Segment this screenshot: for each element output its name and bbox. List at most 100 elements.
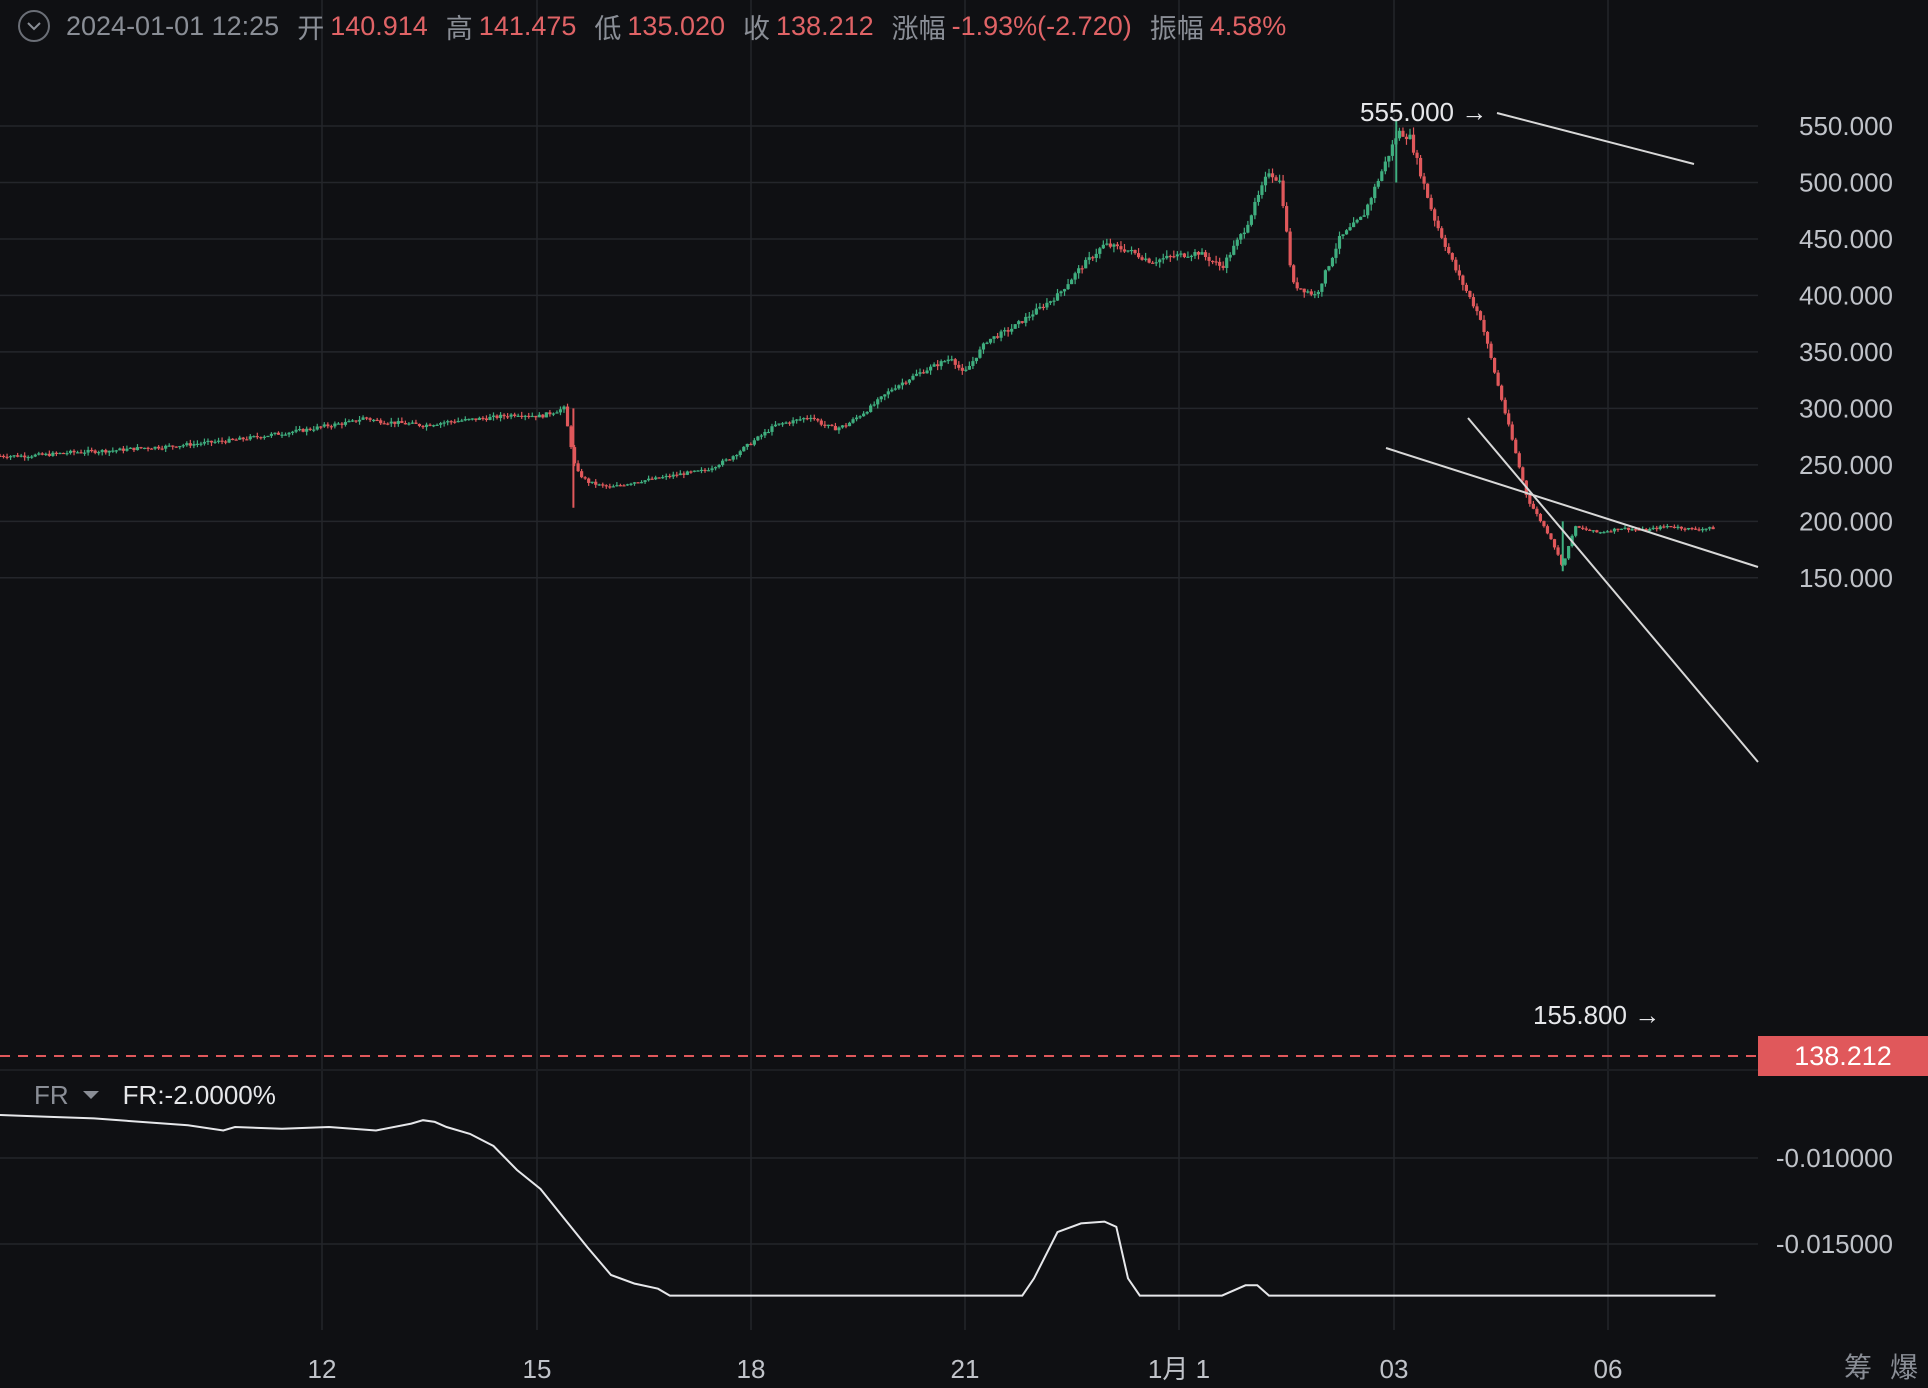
change-value: -1.93%(-2.720) [951,10,1132,41]
candle-body [1521,467,1525,481]
trend-line[interactable] [1385,447,1759,568]
candle-body [1080,268,1084,270]
candle-body [424,424,429,428]
candle-body [266,435,270,438]
candle-body [569,426,573,448]
candle-body [93,450,97,453]
candle-body [1672,526,1676,528]
candle-body [382,423,386,425]
candle-body [336,423,340,425]
open-value: 140.914 [330,10,428,41]
candle-body [1538,513,1543,522]
candle-body [1055,293,1060,301]
candle-body [1221,265,1225,269]
candle-body [654,477,658,480]
candle-body [759,435,763,437]
candle-body [1302,288,1306,293]
candle-body [957,364,961,368]
candle-body [319,426,323,428]
candle-body [1352,222,1356,228]
candle-body [1024,316,1028,323]
candle-body [1200,252,1204,255]
candle-body [157,446,161,449]
candle-body [671,474,675,477]
candle-body [1013,324,1017,329]
collapse-chevron-icon[interactable] [18,10,50,42]
candle-body [301,428,305,432]
candle-body [1443,237,1447,247]
candle-body [188,443,192,446]
candle-body [1602,532,1606,534]
fr-indicator-name[interactable]: FR [34,1079,69,1110]
candle-body [97,452,101,454]
candle-body [298,428,302,431]
candle-body [1084,259,1088,269]
dropdown-caret-icon[interactable] [82,1091,99,1099]
candle-body [1052,300,1056,302]
candle-body [1612,528,1617,532]
low-label: 低 [594,13,622,44]
candle-body [178,446,182,448]
price-tick-label: 350.000 [1799,337,1893,367]
candle-body [111,450,115,452]
candle-body [231,438,235,440]
candle-body [890,389,894,392]
candle-body [689,471,693,473]
candle-body [1493,357,1497,373]
candle-body [456,420,460,423]
candle-body [368,418,372,420]
candle-body [410,422,415,424]
candle-body [1094,253,1098,258]
candle-body [1126,250,1130,252]
candle-body [460,420,464,422]
candle-body [329,426,333,428]
candle-body [305,428,309,432]
candle-body [463,419,467,421]
close-label: 收 [743,13,771,44]
candle-body [1496,372,1500,386]
candle-body [1598,532,1602,534]
candle-body [350,420,355,422]
candle-body [883,394,887,397]
candle-body [985,342,989,344]
candle-body [1545,526,1550,534]
candle-body [854,417,859,420]
candle-body [1228,254,1232,258]
candle-body [312,429,316,431]
candle-body [678,473,682,476]
candle-body [248,436,252,440]
candle-body [174,446,178,448]
candles[interactable] [0,120,1715,572]
candle-body [1263,176,1268,186]
candle-body [847,422,852,427]
candle-body [1034,308,1038,315]
candle-body [1172,256,1176,258]
candle-body [491,415,496,417]
candle-body [597,484,601,486]
candle-body [844,425,848,427]
trend-lines[interactable] [1385,112,1759,763]
candle-body [502,414,506,417]
trend-line[interactable] [1467,417,1759,763]
liquidation-button[interactable]: 爆 [1889,1352,1918,1383]
candle-body [199,443,203,445]
candle-body [33,454,37,457]
candle-body [1690,527,1694,530]
candle-body [1655,527,1659,530]
candle-body [72,450,76,453]
candle-body [876,399,880,405]
candle-body [421,425,425,428]
candle-body [1517,453,1521,468]
chip-distribution-button[interactable]: 筹 [1843,1352,1872,1383]
candle-body [340,423,344,425]
candle-body [869,405,873,412]
candle-body [90,449,94,452]
fr-legend[interactable]: FR FR:-2.0000% [34,1078,276,1112]
candle-body [431,425,436,427]
candle-body [795,419,799,421]
candle-body [1411,134,1416,153]
candle-body [389,421,393,424]
candle-body [333,423,337,427]
trend-line[interactable] [1496,112,1695,165]
